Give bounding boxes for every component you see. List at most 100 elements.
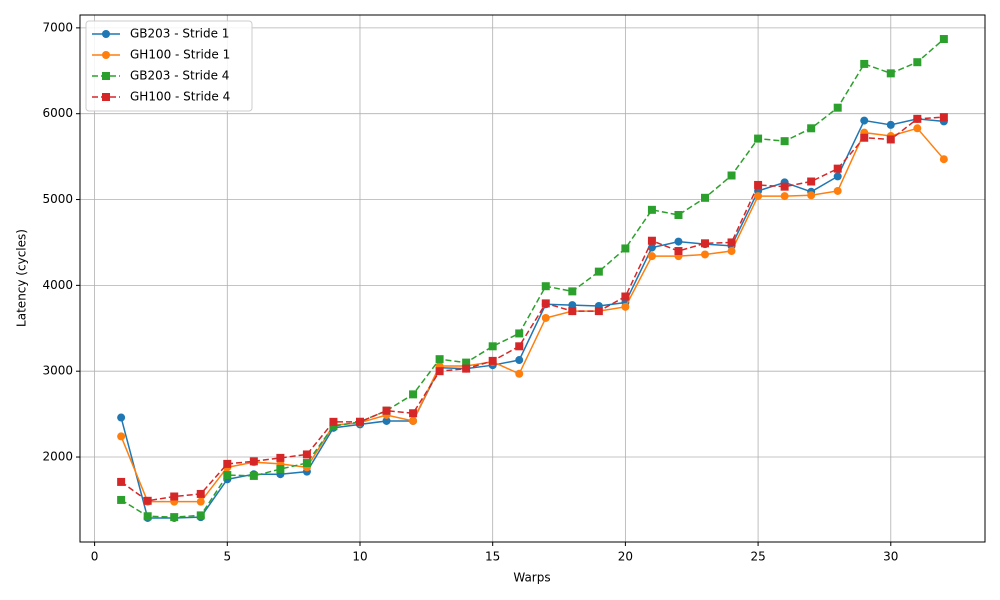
marker [196, 489, 205, 498]
y-tick-label: 7000 [42, 20, 73, 34]
marker [515, 369, 524, 378]
marker [913, 58, 922, 67]
line [120, 116, 944, 502]
marker [833, 164, 842, 173]
marker [939, 113, 948, 122]
marker [754, 192, 763, 201]
x-tick-label: 10 [352, 550, 367, 564]
marker [860, 59, 869, 68]
legend-marker [102, 30, 110, 38]
marker [621, 292, 630, 301]
legend-label: GB203 - Stride 4 [130, 69, 229, 83]
marker [647, 252, 656, 261]
marker [462, 358, 471, 367]
marker [833, 186, 842, 195]
marker [807, 177, 816, 186]
x-axis-label: Warps [513, 571, 550, 585]
y-axis-label: Latency (cycles) [15, 229, 29, 327]
marker [594, 267, 603, 276]
marker [409, 416, 418, 425]
marker [117, 413, 126, 422]
marker [143, 512, 152, 521]
marker [833, 172, 842, 181]
marker [701, 239, 710, 248]
x-tick-label: 15 [485, 550, 500, 564]
marker [674, 210, 683, 219]
marker [462, 364, 471, 373]
marker [249, 457, 258, 466]
marker [780, 192, 789, 201]
legend-marker [102, 93, 110, 101]
marker [727, 247, 736, 256]
y-tick-label: 3000 [42, 364, 73, 378]
marker [701, 193, 710, 202]
marker [276, 453, 285, 462]
marker [355, 417, 364, 426]
marker [382, 406, 391, 415]
marker [886, 135, 895, 144]
marker [409, 409, 418, 418]
x-tick-label: 30 [883, 550, 898, 564]
marker [117, 477, 126, 486]
legend-marker [102, 51, 110, 59]
line [120, 127, 945, 503]
marker [409, 390, 418, 399]
marker [196, 497, 205, 506]
x-tick-label: 20 [618, 550, 633, 564]
marker [541, 282, 550, 291]
marker [913, 114, 922, 123]
marker [117, 432, 126, 441]
marker [647, 243, 656, 252]
marker [568, 307, 577, 316]
y-tick-label: 4000 [42, 278, 73, 292]
marker [329, 417, 338, 426]
x-tick-label: 5 [223, 550, 231, 564]
marker [860, 116, 869, 125]
marker [780, 182, 789, 191]
marker [249, 471, 258, 480]
marker [939, 35, 948, 44]
marker [488, 342, 497, 351]
legend-label: GH100 - Stride 4 [130, 90, 230, 104]
marker [435, 367, 444, 376]
marker [780, 137, 789, 146]
marker [223, 459, 232, 468]
marker [621, 244, 630, 253]
marker [302, 459, 311, 468]
marker [143, 496, 152, 505]
marker [674, 247, 683, 256]
line [120, 118, 944, 519]
marker [329, 422, 338, 431]
marker [701, 250, 710, 259]
marker [196, 511, 205, 520]
legend-label: GH100 - Stride 1 [130, 48, 230, 62]
plot-frame [79, 14, 986, 543]
x-tick-label: 25 [750, 550, 765, 564]
line [120, 38, 945, 518]
marker [754, 134, 763, 143]
y-tick-label: 2000 [42, 450, 73, 464]
marker [807, 124, 816, 133]
marker [515, 356, 524, 365]
marker [621, 302, 630, 311]
marker [594, 307, 603, 316]
marker [382, 416, 391, 425]
marker [913, 124, 922, 133]
marker [435, 355, 444, 364]
marker [674, 237, 683, 246]
marker [276, 465, 285, 474]
marker [860, 133, 869, 142]
marker [170, 492, 179, 501]
legend-box [85, 20, 253, 112]
y-tick-label: 6000 [42, 106, 73, 120]
marker [117, 495, 126, 504]
marker [515, 329, 524, 338]
marker [754, 180, 763, 189]
x-tick-label: 0 [91, 550, 99, 564]
marker [647, 236, 656, 245]
marker [541, 313, 550, 322]
marker [807, 191, 816, 200]
legend-marker [102, 72, 110, 80]
marker [302, 450, 311, 459]
